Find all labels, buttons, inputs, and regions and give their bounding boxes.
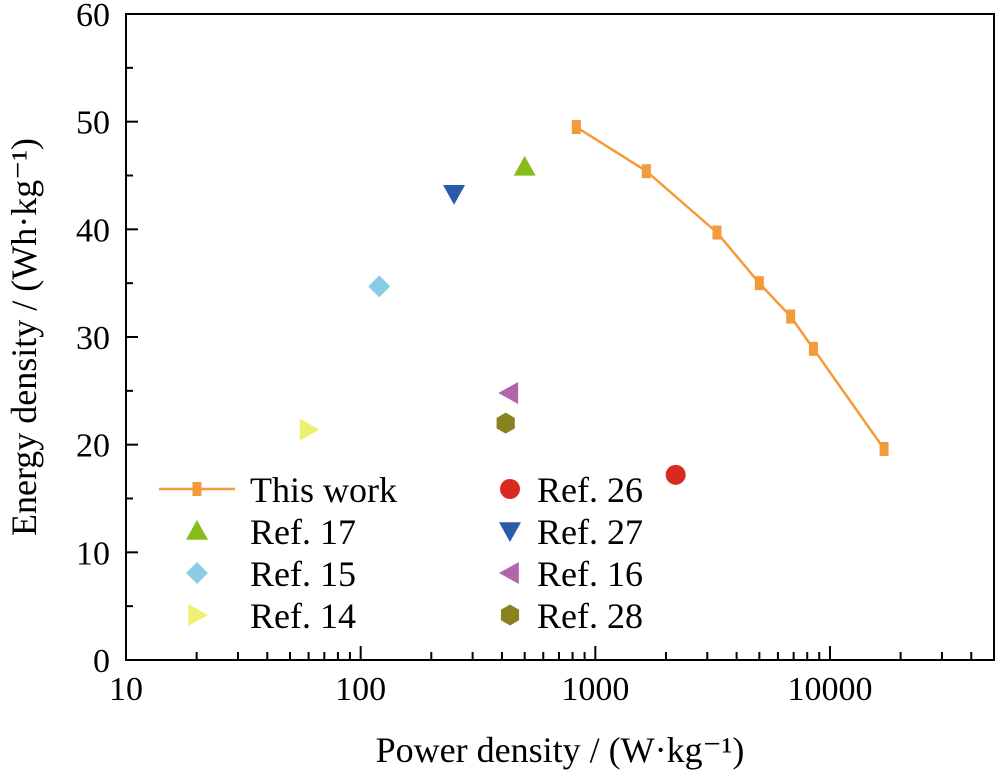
legend-label: This work [250,470,397,510]
legend-marker-ref-15 [186,562,208,584]
data-point-ref-15 [368,275,391,298]
data-point-this-work [786,309,796,324]
legend-entry-this-work: This work [159,470,397,510]
data-point-ref-17 [513,155,536,176]
series-ref-17 [513,155,536,176]
series-this-work [571,120,889,456]
legend-entry-ref-17: Ref. 17 [186,512,356,552]
legend-entry-ref-16: Ref. 16 [499,554,643,594]
legend-entry-ref-14: Ref. 14 [188,596,356,636]
y-tick-label: 50 [76,105,110,142]
legend-entry-ref-26: Ref. 26 [500,470,643,510]
legend-marker-this-work [192,482,202,496]
y-tick-label: 30 [76,320,110,357]
y-tick-label: 40 [76,212,110,249]
data-point-ref-27 [443,185,466,205]
series-ref-27 [443,185,466,205]
data-point-this-work [712,225,722,240]
y-axis-title: Energy density / (Wh·kg⁻¹) [4,138,44,536]
legend-marker-ref-16 [499,562,519,584]
data-point-ref-16 [498,381,519,404]
data-point-this-work [808,341,818,356]
legend-label: Ref. 27 [537,512,643,552]
legend-label: Ref. 28 [537,596,643,636]
legend-marker-ref-14 [188,604,208,626]
legend-marker-ref-26 [500,479,520,499]
data-point-ref-14 [299,418,320,441]
legend-marker-ref-17 [186,520,208,540]
x-tick-label: 100 [335,671,386,708]
data-point-this-work [571,120,581,135]
y-tick-label: 0 [93,643,110,680]
legend-marker-ref-27 [499,522,521,542]
series-ref-15 [368,275,391,298]
series-ref-26 [665,464,686,485]
x-tick-label: 10 [109,671,143,708]
legend-entry-ref-28: Ref. 28 [500,596,643,636]
legend-label: Ref. 16 [537,554,643,594]
x-tick-label: 10000 [787,671,872,708]
data-point-ref-28 [496,412,515,434]
data-point-ref-26 [665,464,686,485]
legend-label: Ref. 26 [537,470,643,510]
x-axis-title: Power density / (W·kg⁻¹) [376,730,745,770]
data-point-this-work [641,164,651,179]
legend-entry-ref-15: Ref. 15 [186,554,356,594]
legend-label: Ref. 15 [250,554,356,594]
data-point-this-work [754,276,764,291]
legend-marker-ref-28 [500,604,520,626]
series-line-this-work [575,126,886,450]
legend-label: Ref. 14 [250,596,356,636]
legend-label: Ref. 17 [250,512,356,552]
series-ref-16 [498,381,519,404]
data-point-this-work [879,441,889,456]
y-tick-label: 60 [76,0,110,34]
y-tick-label: 10 [76,535,110,572]
x-tick-label: 1000 [561,671,629,708]
series-ref-28 [496,412,515,434]
y-tick-label: 20 [76,428,110,465]
series-ref-14 [299,418,320,441]
legend-entry-ref-27: Ref. 27 [499,512,643,552]
